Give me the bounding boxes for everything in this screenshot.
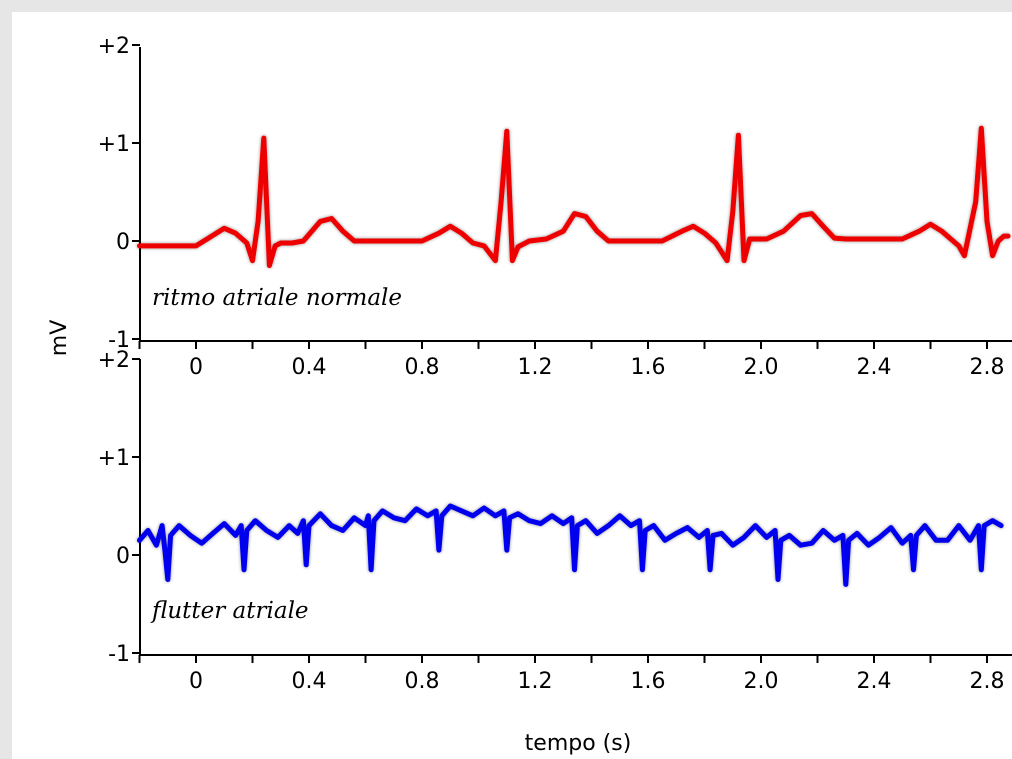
x-tick-label: 2.0 [744,669,779,694]
x-axis-label: tempo (s) [525,731,632,756]
y-tick-label: +2 [98,34,130,59]
y-tick-label: -1 [108,328,130,353]
x-tick-label: 2.0 [744,355,779,380]
x-tick-label: 0.4 [292,669,327,694]
x-tick-label: 0.8 [405,355,440,380]
x-tick-label: 1.2 [518,355,553,380]
chart-figure [12,12,1012,759]
normal-rhythm-trace [137,125,1011,268]
x-tick-label: 0 [189,669,203,694]
x-tick-label: 0.8 [405,669,440,694]
panel-2: -1 0 +1 +2 0 0.4 0.8 1.2 1.6 2.0 2.4 2.8 flutter atr… [98,348,1012,694]
x-tick-label: 1.6 [631,355,666,380]
panel-annotation: ritmo atriale normale [152,285,402,311]
x-tick-label: 0 [189,355,203,380]
x-tick-label: 1.6 [631,669,666,694]
panels-group: -1 0 +1 +2 0 0.4 0.8 1.2 1.6 2.0 2.4 2.8 ritmo atria… [98,34,1012,694]
x-tick-label: 0.4 [292,355,327,380]
y-tick-label: 0 [116,544,130,569]
x-tick-label: 2.4 [857,355,892,380]
flutter-trace [137,503,1004,587]
y-tick-label: -1 [108,642,130,667]
y-tick-label: +1 [98,132,130,157]
x-tick-label: 2.8 [970,669,1005,694]
x-tick-label: 1.2 [518,669,553,694]
y-axis-label: mV [47,320,72,356]
panel-1: -1 0 +1 +2 0 0.4 0.8 1.2 1.6 2.0 2.4 2.8 ritmo atria… [98,34,1012,380]
y-tick-label: 0 [116,230,130,255]
panel-annotation: flutter atriale [150,598,309,624]
x-tick-label: 2.8 [970,355,1005,380]
x-tick-label: 2.4 [857,669,892,694]
y-tick-label: +1 [98,446,130,471]
y-tick-label: +2 [98,348,130,373]
